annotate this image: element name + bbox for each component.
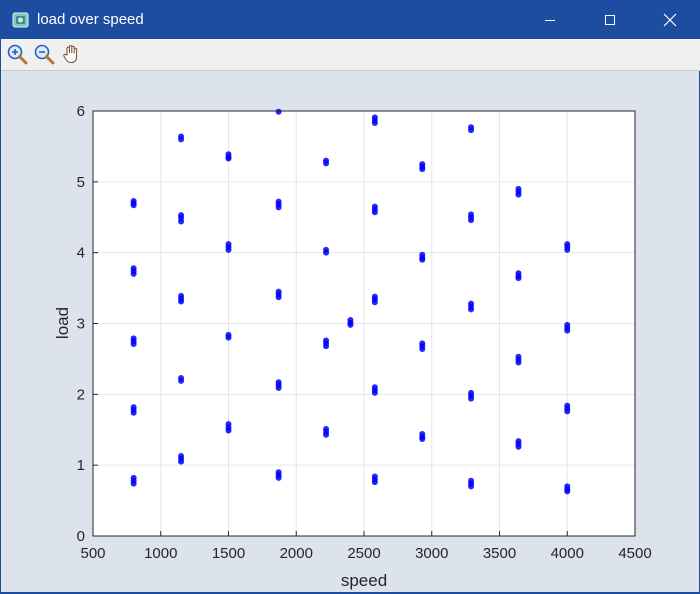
scatter-point — [515, 191, 522, 198]
y-tick-label: 2 — [77, 386, 85, 403]
zoom-out-icon — [34, 44, 55, 65]
zoom-in-icon — [7, 44, 28, 65]
scatter-point — [371, 120, 378, 127]
scatter-point — [564, 327, 571, 334]
y-tick-label: 1 — [77, 457, 85, 474]
scatter-point — [178, 377, 185, 384]
y-axis-label: load — [53, 307, 72, 339]
x-tick-label: 4500 — [618, 545, 651, 562]
scatter-point — [468, 395, 475, 402]
scatter-points — [130, 108, 571, 495]
minimize-icon — [545, 20, 555, 21]
scatter-point — [419, 435, 426, 442]
minimize-button[interactable] — [527, 1, 573, 39]
x-tick-label: 3000 — [415, 545, 448, 562]
x-axis-label: speed — [341, 571, 387, 590]
grid-lines — [93, 111, 635, 536]
scatter-point — [564, 246, 571, 253]
scatter-point — [225, 246, 232, 253]
scatter-point — [275, 294, 282, 301]
x-tick-label: 1000 — [144, 545, 177, 562]
scatter-point — [130, 480, 137, 487]
y-tick-label: 0 — [77, 528, 85, 545]
scatter-point — [275, 204, 282, 211]
scatter-point — [564, 408, 571, 415]
scatter-point — [323, 431, 330, 438]
scatter-point — [419, 256, 426, 263]
scatter-point — [275, 384, 282, 391]
x-tick-label: 2000 — [280, 545, 313, 562]
scatter-point — [178, 218, 185, 225]
scatter-point — [323, 249, 330, 256]
scatter-point — [225, 334, 232, 341]
scatter-point — [468, 306, 475, 313]
scatter-point — [347, 321, 354, 328]
scatter-point — [371, 209, 378, 216]
scatter-point — [275, 474, 282, 481]
zoom-out-button[interactable] — [32, 42, 56, 66]
close-icon — [663, 13, 677, 27]
scatter-point — [323, 343, 330, 350]
scatter-point — [419, 346, 426, 352]
x-tick-label: 3500 — [483, 545, 516, 562]
scatter-point — [468, 127, 475, 134]
x-tick-label: 500 — [80, 545, 105, 562]
scatter-point — [515, 275, 522, 282]
scatter-point — [178, 458, 185, 465]
x-tick-label: 4000 — [551, 545, 584, 562]
scatter-point — [564, 488, 571, 495]
matlab-figure-icon — [11, 10, 31, 30]
axis-ticks: 500 1000 1500 2000 2500 3000 3500 4000 4500 0 1 2 3 4… — [77, 103, 652, 562]
x-tick-label: 2500 — [347, 545, 380, 562]
y-tick-label: 4 — [77, 245, 85, 262]
scatter-point — [178, 136, 185, 143]
scatter-point — [130, 202, 137, 209]
scatter-point — [323, 160, 330, 167]
figure-toolbar — [1, 39, 700, 71]
y-tick-label: 6 — [77, 103, 85, 120]
pan-hand-icon — [63, 45, 78, 63]
window-title: load over speed — [37, 11, 144, 28]
scatter-point — [130, 409, 137, 416]
scatter-point — [371, 479, 378, 486]
title-bar[interactable]: load over speed — [1, 1, 700, 39]
x-tick-label: 1500 — [212, 545, 245, 562]
scatter-point — [225, 155, 232, 162]
scatter-point — [130, 341, 137, 348]
maximize-icon — [605, 15, 615, 25]
pan-button[interactable] — [60, 42, 84, 66]
y-tick-label: 5 — [77, 174, 85, 191]
scatter-point — [178, 298, 185, 305]
scatter-point — [468, 217, 475, 224]
scatter-point — [515, 359, 522, 366]
scatter-point — [225, 427, 232, 434]
scatter-point — [468, 483, 475, 490]
close-button[interactable] — [647, 1, 693, 39]
scatter-point — [515, 443, 522, 450]
scatter-point — [130, 270, 137, 277]
maximize-button[interactable] — [587, 1, 633, 39]
zoom-in-button[interactable] — [5, 42, 29, 66]
scatter-point — [371, 389, 378, 396]
scatter-point — [371, 299, 378, 306]
y-tick-label: 3 — [77, 316, 85, 333]
scatter-point — [275, 108, 282, 115]
scatter-point — [419, 166, 426, 173]
